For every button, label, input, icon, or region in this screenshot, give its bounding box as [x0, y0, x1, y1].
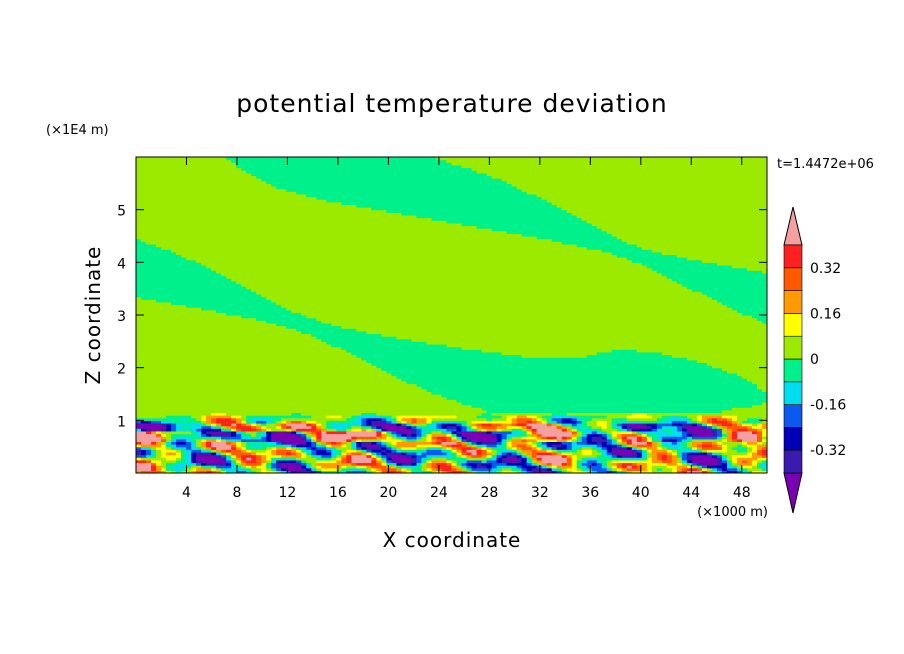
y-unit-label: (×1E4 m) — [46, 123, 109, 138]
time-label: t=1.4472e+06 — [777, 157, 874, 172]
plot-area — [136, 157, 768, 474]
chart-title: potential temperature deviation — [236, 89, 667, 118]
